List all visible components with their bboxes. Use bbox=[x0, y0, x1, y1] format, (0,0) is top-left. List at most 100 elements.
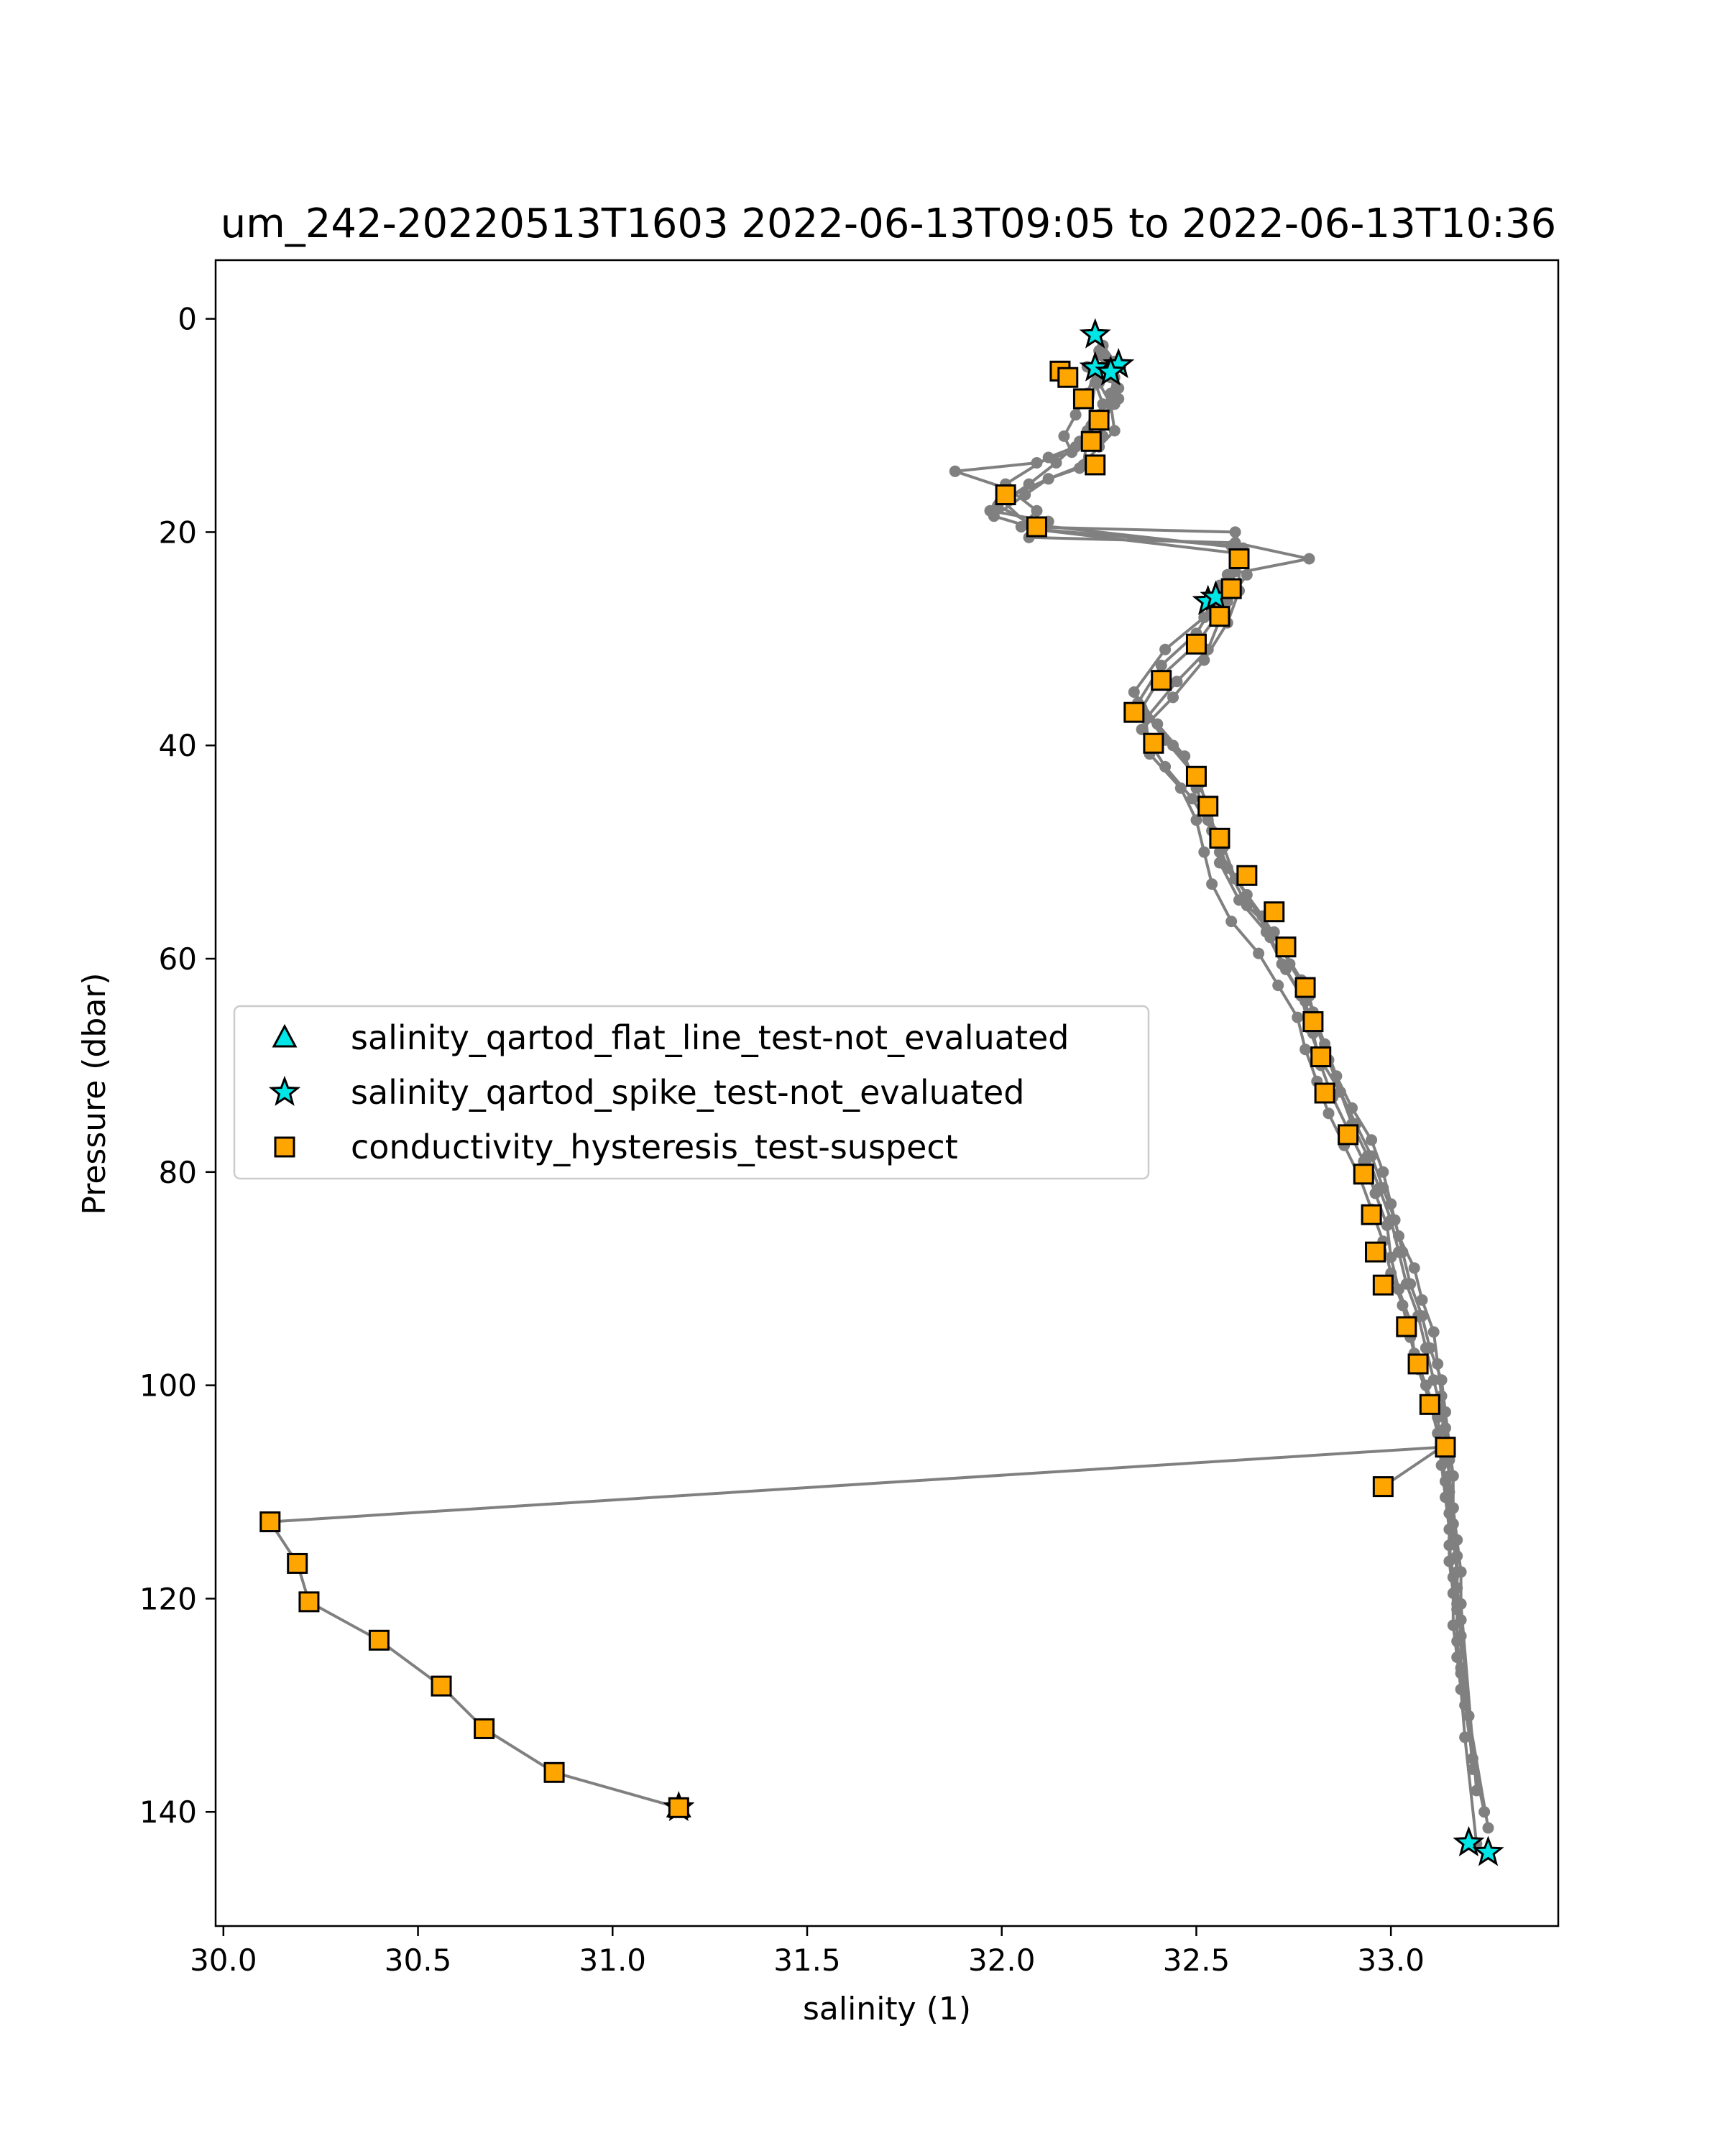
profile-point bbox=[1050, 457, 1062, 469]
profile-point bbox=[1070, 409, 1082, 421]
x-tick-label: 32.5 bbox=[1163, 1943, 1230, 1978]
profile-point bbox=[1074, 462, 1085, 474]
hysteresis-suspect-marker bbox=[1209, 606, 1230, 627]
hysteresis-suspect-marker bbox=[259, 1511, 281, 1533]
hysteresis-suspect-marker bbox=[1372, 1274, 1394, 1296]
profile-point bbox=[1408, 1262, 1420, 1274]
spike-test-marker bbox=[1453, 1825, 1485, 1857]
profile-point bbox=[1260, 926, 1272, 938]
profile-point bbox=[1389, 1214, 1401, 1226]
hysteresis-suspect-marker bbox=[995, 484, 1016, 505]
x-tick-label: 30.0 bbox=[190, 1943, 257, 1978]
profile-point bbox=[1206, 878, 1218, 890]
profile-point bbox=[1198, 654, 1210, 666]
legend-triangle-icon bbox=[272, 1023, 298, 1048]
profile-point bbox=[1171, 676, 1183, 688]
hysteresis-suspect-marker bbox=[1338, 1124, 1359, 1146]
profile-point bbox=[1276, 958, 1288, 970]
profile-point bbox=[1187, 793, 1198, 805]
profile-point bbox=[1159, 760, 1172, 773]
profile-point bbox=[1241, 568, 1253, 581]
legend-label: salinity_qartod_flat_line_test-not_evalu… bbox=[351, 1018, 1069, 1057]
hysteresis-suspect-marker bbox=[474, 1718, 495, 1739]
x-tick-label: 30.5 bbox=[385, 1943, 452, 1978]
x-tick-label: 32.0 bbox=[968, 1943, 1036, 1978]
hysteresis-suspect-marker bbox=[1088, 410, 1110, 431]
profile-point bbox=[1300, 1044, 1312, 1056]
profile-point bbox=[1334, 1086, 1346, 1098]
x-tick-label: 31.0 bbox=[579, 1943, 647, 1978]
profile-point bbox=[1451, 1534, 1463, 1546]
flag-markers bbox=[259, 318, 1504, 1866]
profile-point bbox=[1377, 1182, 1389, 1194]
spike-test-marker bbox=[1079, 318, 1111, 349]
spike-test-marker bbox=[1079, 351, 1111, 382]
hysteresis-suspect-marker bbox=[1264, 901, 1285, 923]
profile-point bbox=[1292, 1011, 1304, 1023]
hysteresis-suspect-marker bbox=[1419, 1393, 1440, 1415]
legend-square-icon bbox=[274, 1136, 295, 1158]
hysteresis-suspect-marker bbox=[543, 1761, 565, 1783]
profile-point bbox=[988, 510, 1000, 522]
profile-point bbox=[1416, 1294, 1428, 1306]
legend-label: conductivity_hysteresis_test-suspect bbox=[351, 1128, 958, 1166]
hysteresis-suspect-marker bbox=[1302, 1011, 1324, 1033]
profile-point bbox=[1108, 425, 1121, 437]
profile-point bbox=[1155, 659, 1167, 671]
y-tick-label: 20 bbox=[159, 515, 197, 550]
profile-point bbox=[1451, 1651, 1463, 1663]
profile-point bbox=[1272, 980, 1284, 992]
profile-point bbox=[1213, 857, 1225, 869]
profile-point bbox=[1427, 1326, 1440, 1338]
hysteresis-suspect-marker bbox=[1310, 1046, 1332, 1068]
profile-point bbox=[1066, 446, 1078, 459]
profile-point bbox=[1455, 1566, 1467, 1578]
plot-frame bbox=[214, 259, 1560, 1927]
profile-point bbox=[1366, 1134, 1378, 1146]
profile-point bbox=[1097, 350, 1109, 362]
legend-entry-flat-line: salinity_qartod_flat_line_test-not_evalu… bbox=[272, 1018, 1069, 1057]
profile-point bbox=[1128, 686, 1140, 698]
profile-point bbox=[1447, 1502, 1459, 1514]
profile-point bbox=[1482, 1822, 1494, 1834]
x-axis-label: salinity (1) bbox=[803, 1991, 971, 2027]
profile-point bbox=[1397, 1299, 1409, 1312]
legend-entry-spike: salinity_qartod_spike_test-not_evaluated bbox=[268, 1073, 1024, 1112]
profile-point bbox=[1031, 505, 1043, 517]
legend: salinity_qartod_flat_line_test-not_evalu… bbox=[233, 1005, 1150, 1180]
spike-test-marker bbox=[1095, 355, 1127, 386]
profile-point bbox=[1229, 526, 1241, 538]
profile-point bbox=[1019, 489, 1031, 501]
profile-point bbox=[949, 465, 961, 477]
y-tick-label: 140 bbox=[139, 1795, 197, 1830]
hysteresis-suspect-marker bbox=[1151, 670, 1172, 691]
profile-point bbox=[1167, 691, 1179, 704]
profile-line bbox=[268, 1445, 1443, 1810]
profile-point bbox=[1435, 1374, 1448, 1386]
y-tick-label: 60 bbox=[159, 941, 197, 977]
profile-point bbox=[1404, 1278, 1417, 1290]
profile-point bbox=[1253, 947, 1265, 959]
hysteresis-suspect-marker bbox=[1185, 633, 1207, 655]
hysteresis-suspect-marker bbox=[1123, 701, 1145, 723]
y-tick-label: 80 bbox=[159, 1155, 197, 1190]
hysteresis-suspect-marker bbox=[368, 1629, 390, 1651]
profile-point bbox=[1198, 846, 1210, 858]
hysteresis-suspect-marker bbox=[1185, 765, 1207, 787]
hysteresis-suspect-marker bbox=[1026, 516, 1047, 538]
profile-point bbox=[1466, 1763, 1478, 1775]
y-tick-label: 40 bbox=[159, 728, 197, 763]
hysteresis-suspect-marker bbox=[1314, 1082, 1335, 1104]
profile-point bbox=[1447, 1470, 1459, 1482]
profile-point bbox=[1174, 782, 1187, 794]
profile-point bbox=[1455, 1598, 1467, 1610]
profile-point bbox=[1225, 916, 1238, 928]
hysteresis-suspect-marker bbox=[1197, 796, 1219, 817]
hysteresis-suspect-marker bbox=[1143, 732, 1164, 754]
hysteresis-suspect-marker bbox=[298, 1591, 320, 1613]
hysteresis-suspect-marker bbox=[287, 1552, 308, 1574]
hysteresis-suspect-marker bbox=[1080, 430, 1102, 452]
y-axis: 0 20 40 60 80 100 120 140 bbox=[139, 302, 216, 1830]
profile-point bbox=[1042, 473, 1054, 485]
